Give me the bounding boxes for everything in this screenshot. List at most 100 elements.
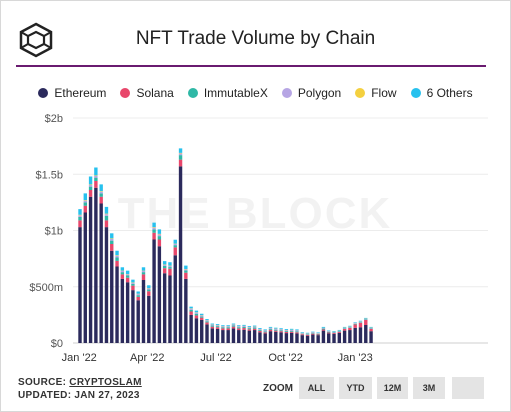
bar-segment-6-others[interactable]	[300, 332, 304, 333]
bar-segment-immutablex[interactable]	[215, 326, 220, 328]
bar-segment-polygon[interactable]	[311, 332, 315, 334]
bar-segment-ethereum[interactable]	[120, 278, 125, 344]
bar-segment-6-others[interactable]	[353, 322, 357, 324]
bar-segment-6-others[interactable]	[289, 328, 294, 330]
bar-segment-ethereum[interactable]	[252, 330, 257, 343]
bar-segment-immutablex[interactable]	[274, 329, 278, 331]
bar-segment-solana[interactable]	[184, 272, 188, 279]
bar-segment-immutablex[interactable]	[94, 177, 98, 182]
bar-segment-solana[interactable]	[364, 319, 368, 325]
bar-segment-6-others[interactable]	[369, 326, 373, 328]
bar-segment-ethereum[interactable]	[178, 166, 183, 344]
bar-segment-solana[interactable]	[205, 322, 209, 325]
bar-segment-polygon[interactable]	[131, 282, 135, 284]
zoom-ytd-button[interactable]: YTD	[339, 377, 372, 399]
bar-segment-6-others[interactable]	[337, 329, 342, 331]
bar-segment-polygon[interactable]	[348, 326, 352, 328]
bar-segment-solana[interactable]	[189, 311, 193, 315]
bar-segment-ethereum[interactable]	[305, 335, 310, 343]
bar-segment-polygon[interactable]	[284, 330, 289, 332]
bar-segment-polygon[interactable]	[242, 326, 246, 327]
bar-segment-polygon[interactable]	[337, 330, 342, 332]
bar-segment-solana[interactable]	[268, 329, 273, 332]
bar-segment-immutablex[interactable]	[364, 319, 368, 320]
bar-segment-6-others[interactable]	[147, 285, 151, 289]
bar-segment-flow[interactable]	[152, 227, 156, 228]
bar-segment-polygon[interactable]	[194, 312, 199, 314]
bar-segment-ethereum[interactable]	[300, 335, 304, 344]
zoom-all-button[interactable]: ALL	[299, 377, 334, 399]
bar-segment-polygon[interactable]	[327, 331, 331, 332]
bar-segment-ethereum[interactable]	[289, 332, 294, 344]
bar-segment-ethereum[interactable]	[189, 314, 193, 344]
bar-segment-solana[interactable]	[237, 328, 241, 331]
bar-segment-polygon[interactable]	[369, 327, 373, 329]
bar-segment-6-others[interactable]	[237, 325, 241, 327]
bar-segment-solana[interactable]	[289, 331, 294, 333]
bar-segment-6-others[interactable]	[364, 317, 368, 319]
bar-segment-ethereum[interactable]	[342, 330, 347, 344]
bar-segment-6-others[interactable]	[189, 306, 193, 309]
bar-segment-immutablex[interactable]	[83, 202, 87, 206]
bar-segment-immutablex[interactable]	[178, 155, 183, 160]
bar-segment-polygon[interactable]	[94, 175, 98, 178]
bar-segment-ethereum[interactable]	[263, 333, 267, 343]
bar-segment-solana[interactable]	[369, 328, 373, 332]
bar-segment-ethereum[interactable]	[205, 324, 209, 343]
bar-segment-polygon[interactable]	[189, 308, 193, 310]
bar-segment-6-others[interactable]	[295, 329, 299, 331]
bar-segment-6-others[interactable]	[258, 328, 262, 329]
bar-segment-ethereum[interactable]	[194, 318, 199, 343]
bar-segment-ethereum[interactable]	[162, 273, 167, 343]
bar-segment-immutablex[interactable]	[88, 186, 93, 191]
bar-segment-6-others[interactable]	[141, 267, 146, 271]
bar-segment-solana[interactable]	[311, 333, 315, 335]
bar-segment-ethereum[interactable]	[226, 330, 230, 343]
bar-segment-polygon[interactable]	[157, 234, 162, 237]
bar-segment-polygon[interactable]	[353, 323, 357, 324]
bar-segment-6-others[interactable]	[316, 332, 320, 334]
bar-segment-ethereum[interactable]	[157, 246, 162, 343]
bar-segment-solana[interactable]	[120, 274, 125, 279]
bar-segment-6-others[interactable]	[279, 328, 283, 330]
bar-segment-solana[interactable]	[284, 331, 289, 334]
bar-segment-6-others[interactable]	[110, 233, 114, 239]
bar-segment-ethereum[interactable]	[125, 282, 130, 343]
bar-segment-immutablex[interactable]	[168, 267, 172, 269]
bar-segment-ethereum[interactable]	[231, 328, 236, 344]
bar-segment-immutablex[interactable]	[353, 323, 357, 325]
bar-segment-solana[interactable]	[258, 330, 262, 333]
bar-segment-polygon[interactable]	[289, 329, 294, 331]
bar-segment-immutablex[interactable]	[279, 330, 283, 332]
bar-segment-ethereum[interactable]	[99, 203, 103, 344]
bar-segment-solana[interactable]	[115, 260, 119, 267]
bar-segment-6-others[interactable]	[327, 330, 331, 332]
bar-segment-ethereum[interactable]	[152, 239, 156, 344]
bar-segment-flow[interactable]	[99, 191, 103, 192]
bar-segment-ethereum[interactable]	[131, 290, 135, 344]
source-link[interactable]: CRYPTOSLAM	[69, 377, 142, 388]
bar-segment-polygon[interactable]	[364, 318, 368, 320]
bar-segment-polygon[interactable]	[221, 326, 225, 328]
bar-segment-polygon[interactable]	[305, 333, 310, 335]
bar-segment-ethereum[interactable]	[78, 227, 82, 344]
bar-segment-polygon[interactable]	[252, 326, 257, 328]
bar-segment-solana[interactable]	[99, 196, 103, 204]
bar-segment-ethereum[interactable]	[258, 332, 262, 343]
bar-segment-ethereum[interactable]	[237, 330, 241, 343]
bar-segment-flow[interactable]	[110, 238, 114, 239]
bar-segment-polygon[interactable]	[152, 227, 156, 230]
bar-segment-solana[interactable]	[231, 326, 236, 329]
bar-segment-immutablex[interactable]	[300, 333, 304, 335]
bar-segment-immutablex[interactable]	[184, 270, 188, 273]
bar-segment-ethereum[interactable]	[147, 295, 151, 343]
bar-segment-6-others[interactable]	[252, 325, 257, 327]
bar-segment-immutablex[interactable]	[284, 331, 289, 332]
bar-segment-ethereum[interactable]	[358, 327, 363, 343]
bar-segment-ethereum[interactable]	[242, 329, 246, 343]
bar-segment-polygon[interactable]	[295, 330, 299, 332]
bar-segment-polygon[interactable]	[83, 200, 87, 203]
bar-segment-ethereum[interactable]	[115, 266, 119, 344]
bar-segment-ethereum[interactable]	[83, 212, 87, 344]
bar-segment-ethereum[interactable]	[104, 227, 109, 344]
